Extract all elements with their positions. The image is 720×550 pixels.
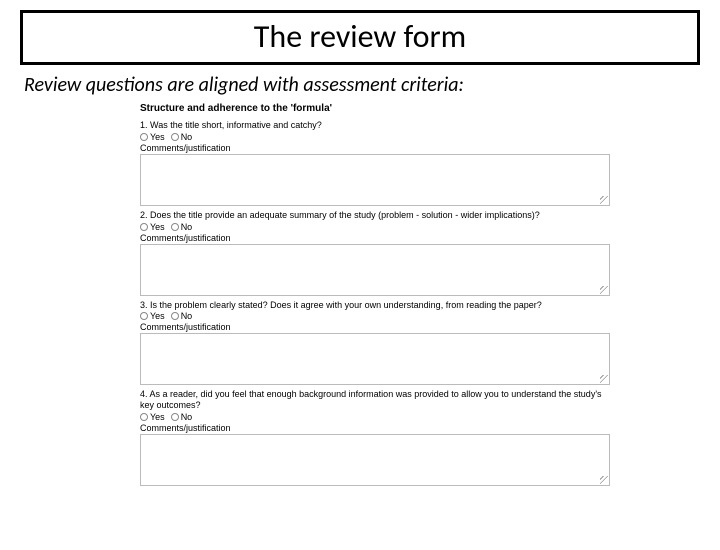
question-number: 2.	[140, 210, 148, 220]
comments-label: Comments/justification	[140, 423, 610, 433]
section-heading: Structure and adherence to the 'formula'	[140, 103, 610, 114]
question-number: 1.	[140, 120, 148, 130]
radio-icon	[140, 413, 148, 421]
radio-icon	[140, 223, 148, 231]
radio-no[interactable]: No	[171, 132, 193, 142]
radio-icon	[171, 413, 179, 421]
question-text: 1. Was the title short, informative and …	[140, 120, 610, 131]
resize-icon	[600, 196, 608, 204]
comments-textarea[interactable]	[140, 244, 610, 296]
radio-yes[interactable]: Yes	[140, 222, 165, 232]
question-text: 3. Is the problem clearly stated? Does i…	[140, 300, 610, 311]
review-form: Structure and adherence to the 'formula'…	[140, 103, 610, 486]
radio-row: Yes No	[140, 412, 610, 422]
comments-label: Comments/justification	[140, 233, 610, 243]
resize-icon	[600, 476, 608, 484]
title-box: The review form	[20, 10, 700, 65]
question-block-4: 4. As a reader, did you feel that enough…	[140, 389, 610, 486]
comments-label: Comments/justification	[140, 322, 610, 332]
radio-icon	[171, 133, 179, 141]
question-label: Was the title short, informative and cat…	[150, 120, 322, 130]
radio-label: Yes	[150, 222, 165, 232]
radio-label: No	[181, 132, 193, 142]
comments-label: Comments/justification	[140, 143, 610, 153]
radio-yes[interactable]: Yes	[140, 412, 165, 422]
question-block-3: 3. Is the problem clearly stated? Does i…	[140, 300, 610, 386]
comments-textarea[interactable]	[140, 333, 610, 385]
comments-textarea[interactable]	[140, 434, 610, 486]
resize-icon	[600, 375, 608, 383]
radio-no[interactable]: No	[171, 222, 193, 232]
radio-icon	[140, 133, 148, 141]
subtitle: Review questions are aligned with assess…	[24, 73, 720, 97]
radio-no[interactable]: No	[171, 311, 193, 321]
question-label: Does the title provide an adequate summa…	[150, 210, 540, 220]
radio-label: Yes	[150, 132, 165, 142]
radio-yes[interactable]: Yes	[140, 311, 165, 321]
radio-icon	[140, 312, 148, 320]
question-label: As a reader, did you feel that enough ba…	[140, 389, 602, 410]
radio-label: No	[181, 222, 193, 232]
question-label: Is the problem clearly stated? Does it a…	[150, 300, 542, 310]
question-block-2: 2. Does the title provide an adequate su…	[140, 210, 610, 296]
question-number: 4.	[140, 389, 148, 399]
radio-yes[interactable]: Yes	[140, 132, 165, 142]
radio-icon	[171, 312, 179, 320]
radio-no[interactable]: No	[171, 412, 193, 422]
question-block-1: 1. Was the title short, informative and …	[140, 120, 610, 206]
page-title: The review form	[23, 17, 697, 56]
radio-icon	[171, 223, 179, 231]
radio-label: No	[181, 412, 193, 422]
question-text: 4. As a reader, did you feel that enough…	[140, 389, 610, 411]
resize-icon	[600, 286, 608, 294]
radio-row: Yes No	[140, 132, 610, 142]
radio-row: Yes No	[140, 222, 610, 232]
radio-row: Yes No	[140, 311, 610, 321]
question-text: 2. Does the title provide an adequate su…	[140, 210, 610, 221]
comments-textarea[interactable]	[140, 154, 610, 206]
question-number: 3.	[140, 300, 148, 310]
radio-label: Yes	[150, 412, 165, 422]
radio-label: No	[181, 311, 193, 321]
radio-label: Yes	[150, 311, 165, 321]
